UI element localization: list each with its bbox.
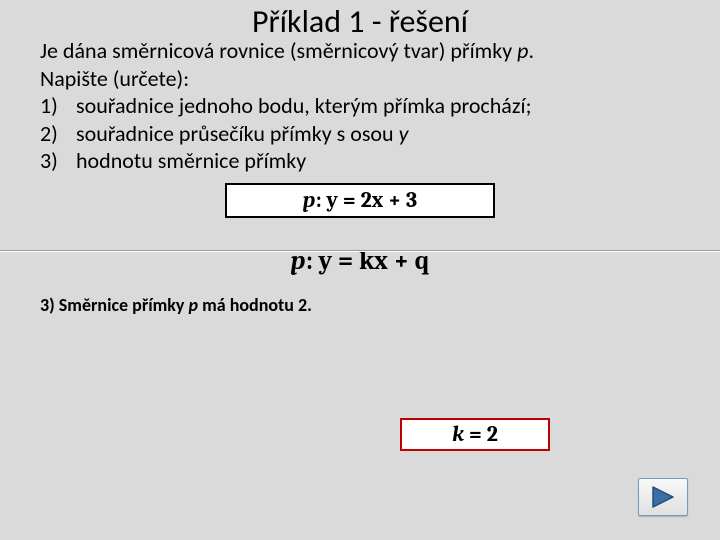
variable-k: k — [452, 421, 464, 447]
list-text: souřadnice průsečíku přímky s osou y — [76, 120, 680, 148]
variable-y: y — [399, 120, 409, 147]
slide: Příklad 1 - řešení Je dána směrnicová ro… — [0, 0, 720, 540]
list-item: 3) hodnotu směrnice přímky — [40, 147, 680, 175]
list-item: 1) souřadnice jednoho bodu, kterým přímk… — [40, 92, 680, 120]
equation-name: p — [303, 187, 316, 213]
answer-text: 3) Směrnice přímky p má hodnotu 2. — [40, 294, 680, 316]
equation-specific: p: y = 2x + 3 — [303, 187, 417, 213]
equation-body: : y = 2x + 3 — [315, 187, 417, 213]
next-button[interactable] — [638, 478, 688, 516]
problem-statement: Je dána směrnicová rovnice (směrnicový t… — [40, 37, 680, 175]
text: souřadnice průsečíku přímky s osou — [76, 120, 399, 147]
k-value-box: k = 2 — [400, 418, 550, 451]
list-number: 1) — [40, 92, 76, 120]
list-number: 2) — [40, 120, 76, 148]
text: 3) Směrnice přímky — [40, 294, 189, 316]
text: má hodnotu 2. — [198, 294, 312, 316]
problem-line-1: Je dána směrnicová rovnice (směrnicový t… — [40, 37, 680, 65]
equals-value: = 2 — [464, 421, 498, 447]
equation-specific-box: p: y = 2x + 3 — [225, 183, 495, 218]
text: Je dána směrnicová rovnice (směrnicový t… — [40, 37, 517, 64]
k-equation: k = 2 — [452, 421, 498, 447]
list-number: 3) — [40, 147, 76, 175]
text: . — [528, 37, 534, 64]
problem-list: 1) souřadnice jednoho bodu, kterým přímk… — [40, 92, 680, 175]
play-icon — [650, 486, 676, 508]
problem-line-2: Napište (určete): — [40, 65, 680, 93]
horizontal-divider — [0, 250, 720, 252]
list-text: hodnotu směrnice přímky — [76, 147, 680, 175]
list-item: 2) souřadnice průsečíku přímky s osou y — [40, 120, 680, 148]
slide-title: Příklad 1 - řešení — [40, 0, 680, 39]
variable-p: p — [189, 294, 199, 316]
variable-p: p — [517, 37, 528, 64]
list-text: souřadnice jednoho bodu, kterým přímka p… — [76, 92, 680, 120]
